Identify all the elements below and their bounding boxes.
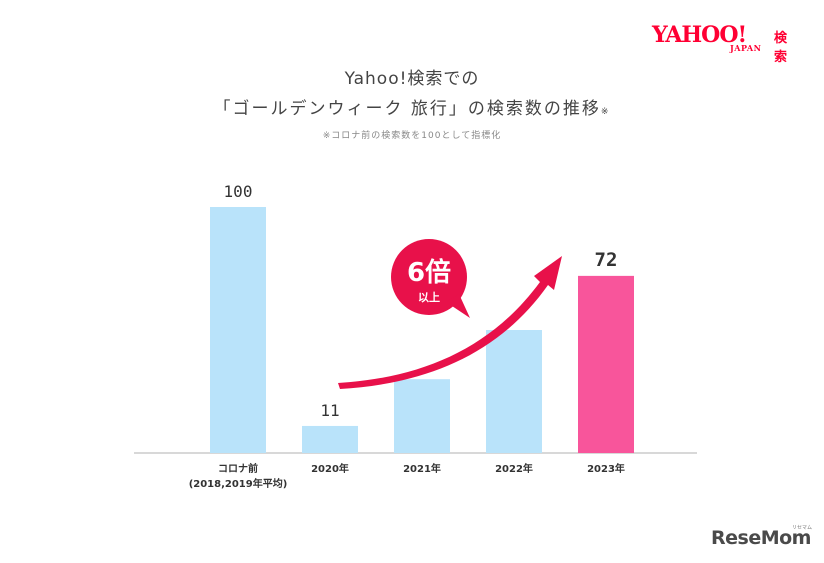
category-label-3: 2022年 (495, 462, 533, 475)
bar-2 (394, 379, 450, 453)
chart-note: ※コロナ前の検索数を100として指標化 (322, 131, 502, 141)
data-label-4: 72 (595, 249, 618, 271)
title-note-mark: ※ (600, 107, 611, 117)
growth-arrow-body (338, 256, 562, 389)
category-sublabel-0: (2018,2019年平均) (189, 477, 288, 490)
bar-1 (302, 425, 358, 453)
chart-title-line2: 「ゴールデンウィーク 旅行」の検索数の推移※ (0, 94, 824, 119)
category-label-1: 2020年 (311, 462, 349, 475)
growth-callout: 6倍 以上 (338, 239, 562, 389)
data-label-1: 11 (320, 401, 339, 420)
callout-circle (391, 239, 467, 315)
logo-wordmark: YAHOO! (652, 22, 747, 48)
resemom-watermark-kana: リセマム (792, 525, 813, 531)
callout-small-text: 以上 (418, 290, 440, 304)
logo-japan: JAPAN (730, 43, 762, 53)
callout-tail (446, 294, 470, 318)
category-label-4: 2023年 (587, 462, 625, 475)
bar-4 (578, 275, 634, 453)
labels-group: 100 コロナ前 (2018,2019年平均) 11 2020年 2021年 2022年 72… (189, 182, 625, 490)
chart-title-text: 「ゴールデンウィーク 旅行」の検索数の推移 (213, 99, 601, 119)
chart-title-line1: Yahoo!検索での (344, 69, 480, 89)
category-label-2: 2021年 (403, 462, 441, 475)
category-label-0: コロナ前 (218, 462, 258, 475)
bar-0 (210, 207, 266, 453)
resemom-watermark: ReseMom (711, 527, 811, 549)
bars-group (210, 207, 634, 453)
data-label-0: 100 (224, 182, 253, 201)
logo-search-text: 検索 (774, 31, 788, 65)
callout-big-text: 6倍 (407, 257, 451, 288)
bar-3 (486, 330, 542, 453)
